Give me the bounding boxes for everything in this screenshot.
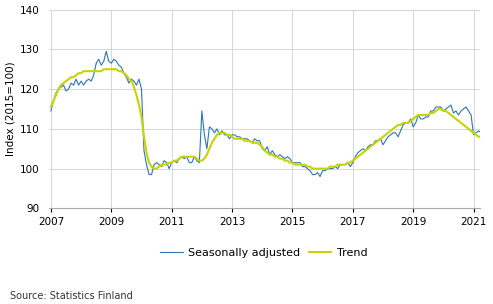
Seasonally adjusted [340, 163, 346, 167]
Seasonally adjusted [375, 139, 381, 143]
Seasonally adjusted [93, 61, 99, 65]
Trend [53, 93, 59, 97]
Trend [287, 161, 293, 164]
Line: Trend: Trend [51, 69, 486, 169]
Seasonally adjusted [66, 87, 71, 91]
Seasonally adjusted [317, 175, 323, 178]
Trend [151, 167, 157, 171]
Trend [375, 139, 381, 143]
Seasonally adjusted [483, 133, 489, 136]
Trend [101, 67, 106, 71]
Text: Source: Statistics Finland: Source: Statistics Finland [10, 291, 133, 301]
Trend [93, 69, 99, 73]
Seasonally adjusted [284, 155, 290, 158]
Legend: Seasonally adjusted, Trend: Seasonally adjusted, Trend [156, 244, 372, 263]
Trend [66, 77, 71, 81]
Trend [48, 105, 54, 109]
Trend [340, 163, 346, 167]
Seasonally adjusted [104, 50, 109, 53]
Line: Seasonally adjusted: Seasonally adjusted [51, 51, 486, 177]
Seasonally adjusted [48, 109, 54, 113]
Trend [483, 135, 489, 139]
Seasonally adjusted [53, 91, 59, 95]
Y-axis label: Index (2015=100): Index (2015=100) [5, 62, 16, 156]
